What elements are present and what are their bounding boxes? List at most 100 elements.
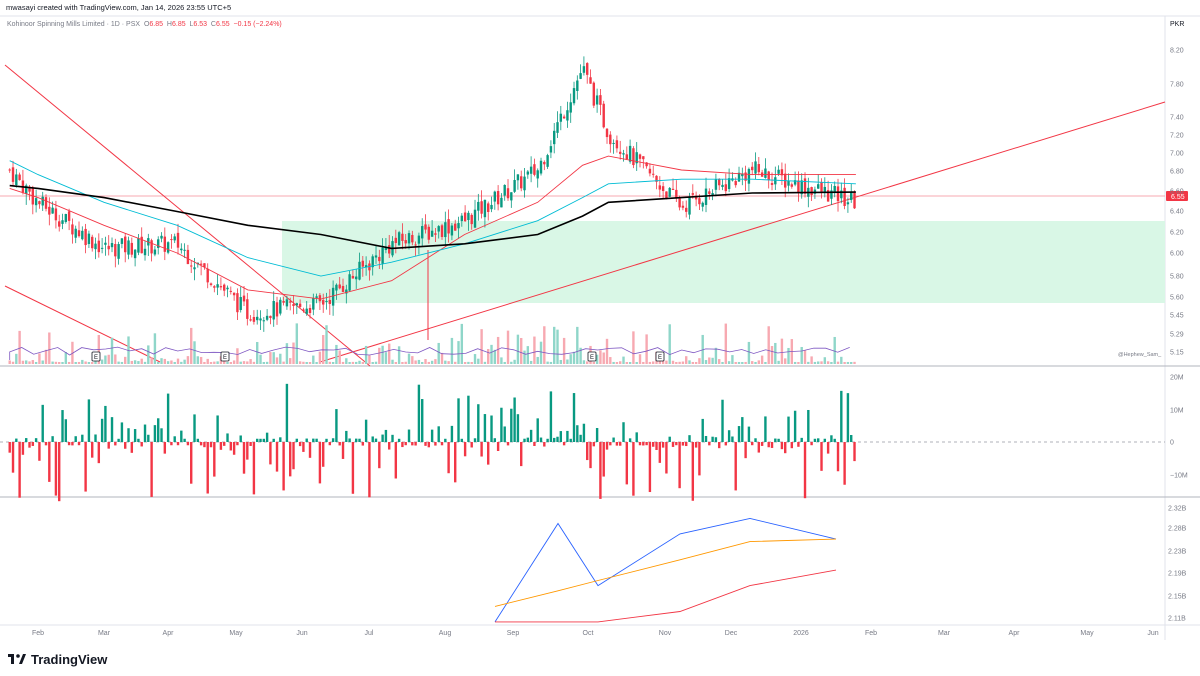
candle-body	[790, 184, 794, 187]
delta-bar	[767, 442, 770, 448]
volume-bar	[394, 361, 398, 364]
candle-body	[523, 176, 526, 191]
obv-ma2-line[interactable]	[495, 569, 837, 623]
delta-bar	[147, 434, 150, 442]
volume-bar	[104, 355, 107, 364]
delta-bar	[282, 442, 285, 491]
time-tick: May	[229, 630, 243, 637]
candle-body	[754, 161, 757, 174]
candle-body	[51, 207, 54, 214]
delta-bar	[77, 442, 81, 446]
candle-body	[632, 148, 635, 166]
trendline-support[interactable]	[319, 101, 1166, 363]
candle-body	[407, 233, 411, 244]
volume-bar	[523, 350, 526, 364]
volume-bar	[41, 360, 44, 364]
delta-bar	[698, 442, 701, 476]
delta-bar	[361, 442, 365, 446]
candle-body	[166, 242, 170, 253]
candle-body	[114, 243, 117, 257]
delta-bar	[48, 442, 51, 482]
obv-ma1-line[interactable]	[494, 538, 837, 607]
volume-bar	[807, 361, 810, 364]
time-tick: Sep	[507, 630, 520, 637]
delta-bar	[850, 434, 853, 442]
delta-bar	[394, 442, 398, 479]
delta-bar	[807, 409, 810, 442]
volume-bar	[566, 359, 569, 364]
candle-body	[625, 154, 629, 160]
delta-tick: 0	[1170, 440, 1174, 447]
volume-bar	[774, 342, 777, 364]
earnings-marker[interactable]	[587, 351, 597, 362]
delta-bar	[635, 432, 638, 442]
earnings-marker[interactable]	[655, 351, 665, 362]
delta-bar	[335, 409, 338, 442]
time-tick: May	[1080, 630, 1094, 637]
candle-body	[226, 287, 229, 290]
support-zone[interactable]	[282, 221, 1165, 303]
delta-bar	[364, 419, 368, 442]
candle-body	[64, 214, 68, 222]
author-line: mwasayi created with TradingView.com, Ja…	[6, 3, 232, 12]
time-tick: Apr	[163, 630, 175, 637]
delta-bar	[582, 423, 586, 442]
delta-bar	[483, 414, 487, 442]
volume-bar	[731, 355, 734, 364]
volume-bar	[605, 338, 609, 364]
candle-body	[635, 152, 638, 164]
volume-bar	[638, 354, 642, 364]
low-value: 6.53	[193, 21, 208, 28]
volume-bar	[137, 361, 140, 364]
candle-body	[589, 77, 592, 84]
delta-bar	[226, 433, 229, 442]
candle-body	[698, 198, 701, 205]
candle-body	[140, 236, 143, 254]
candle-body	[331, 287, 335, 306]
volume-bar	[417, 359, 421, 364]
earnings-marker[interactable]	[220, 351, 230, 362]
volume-bar	[440, 352, 444, 364]
earnings-marker[interactable]	[91, 351, 101, 362]
candle-body	[810, 187, 813, 196]
earnings-marker-label: E	[590, 355, 594, 361]
candle-body	[444, 222, 447, 238]
obv-line[interactable]	[494, 517, 837, 623]
candle-body	[767, 171, 770, 180]
volume-bar	[378, 347, 381, 364]
delta-bar	[275, 442, 279, 472]
symbol-name[interactable]: Kohinoor Spinning Mills Limited · 1D · P…	[7, 21, 141, 28]
candle-body	[473, 209, 477, 228]
delta-bar	[173, 436, 176, 442]
candle-body	[529, 166, 533, 174]
volume-bar	[133, 360, 137, 364]
volume-bar	[463, 362, 467, 364]
trendline-upper[interactable]	[4, 64, 371, 367]
candle-body	[120, 238, 124, 244]
delta-bar	[760, 442, 764, 446]
candle-body	[173, 236, 176, 241]
volume-bar	[694, 361, 698, 364]
volume-bar	[559, 359, 563, 364]
volume-bar	[767, 326, 770, 364]
delta-bar	[331, 438, 335, 442]
delta-bar	[645, 442, 648, 446]
ma-mid-line[interactable]	[9, 160, 856, 277]
delta-bar	[285, 383, 289, 442]
volume-bar	[648, 361, 652, 364]
ma-slow-line[interactable]	[9, 184, 856, 250]
volume-bar	[371, 362, 374, 364]
candle-body	[81, 230, 84, 240]
volume-bar	[269, 352, 272, 364]
delta-bar	[701, 418, 704, 442]
candle-body	[853, 192, 856, 209]
delta-bar	[213, 442, 216, 477]
candle-body	[675, 189, 678, 199]
candle-body	[744, 172, 747, 181]
volume-bar	[586, 361, 589, 364]
trendline-lower[interactable]	[4, 285, 161, 363]
volume-bar	[318, 351, 322, 364]
candle-body	[87, 233, 91, 245]
ma-fast-line[interactable]	[9, 155, 856, 300]
